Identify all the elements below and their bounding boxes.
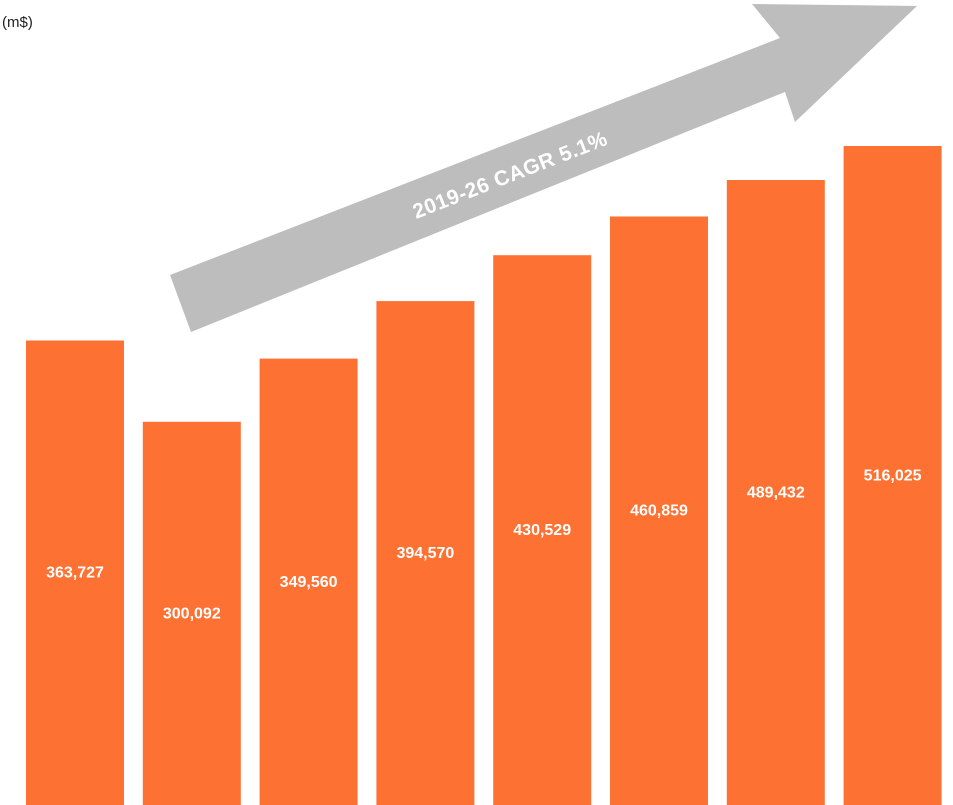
bar-value-label: 460,859 bbox=[630, 503, 688, 520]
bar-value-label: 516,025 bbox=[864, 468, 922, 485]
bar-value-label: 430,529 bbox=[513, 522, 571, 539]
bars-group: 363,727 300,092 349,560 394,570 430,529 460,8… bbox=[26, 146, 942, 805]
bar-value-label: 394,570 bbox=[396, 545, 454, 562]
bar-value-label: 489,432 bbox=[747, 485, 805, 502]
bar-value-label: 300,092 bbox=[163, 605, 221, 622]
bar bbox=[142, 421, 241, 805]
bar-value-label: 349,560 bbox=[280, 574, 338, 591]
bar bbox=[26, 340, 124, 805]
bar bbox=[610, 216, 708, 805]
arrow-icon bbox=[170, 4, 917, 332]
bar bbox=[493, 255, 592, 805]
unit-label: (m$) bbox=[2, 14, 33, 31]
bar bbox=[843, 146, 942, 805]
bar bbox=[726, 180, 825, 805]
bar bbox=[259, 358, 358, 805]
bar bbox=[376, 301, 475, 805]
bar-value-label: 363,727 bbox=[46, 565, 104, 582]
